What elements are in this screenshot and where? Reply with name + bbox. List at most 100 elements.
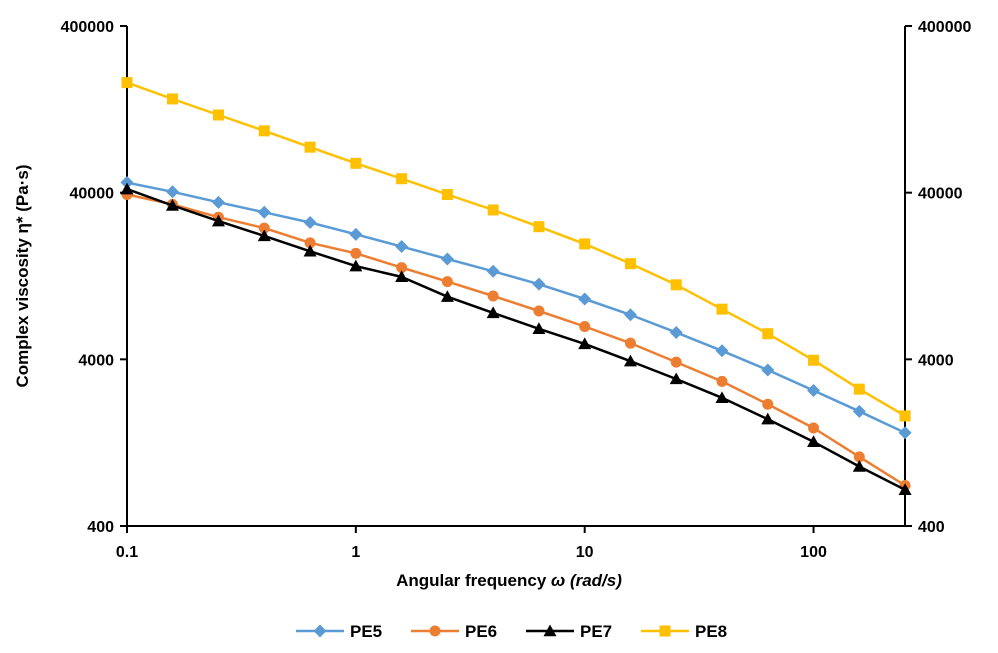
series-line-pe8 bbox=[126, 81, 906, 417]
data-point-triangle bbox=[623, 354, 637, 367]
data-point-circle bbox=[762, 398, 774, 410]
data-point-triangle bbox=[807, 435, 821, 448]
series-line-pe5 bbox=[126, 181, 906, 434]
series-pe6 bbox=[121, 188, 911, 491]
data-point-circle bbox=[304, 237, 316, 249]
y-tick-label-right: 4000 bbox=[918, 352, 954, 369]
data-point-square bbox=[808, 354, 820, 366]
data-point-square bbox=[121, 77, 133, 89]
data-point-diamond bbox=[313, 624, 327, 638]
data-point-square bbox=[533, 221, 545, 233]
x-axis-title-text: Angular frequency bbox=[396, 571, 547, 590]
y-tick-label-right: 400000 bbox=[918, 19, 971, 36]
data-point-diamond bbox=[852, 404, 866, 418]
data-point-circle bbox=[258, 222, 270, 234]
y-tick-label-right: 40000 bbox=[918, 186, 963, 203]
data-point-triangle bbox=[211, 214, 225, 227]
data-point-circle bbox=[853, 451, 865, 463]
y-tick-label-left: 400000 bbox=[61, 19, 114, 36]
data-point-diamond bbox=[395, 240, 409, 254]
data-point-square bbox=[659, 625, 671, 637]
y-tick-label-left: 4000 bbox=[78, 352, 114, 369]
data-point-square bbox=[166, 93, 178, 105]
x-axis-title: Angular frequency ω (rad/s) bbox=[396, 571, 622, 590]
data-point-square bbox=[350, 157, 362, 169]
data-point-triangle bbox=[715, 391, 729, 404]
data-point-triangle bbox=[578, 337, 592, 350]
data-point-circle bbox=[429, 625, 441, 637]
data-point-diamond bbox=[486, 264, 500, 278]
data-point-circle bbox=[716, 375, 728, 387]
labels-layer: Complex viscosity η* (Pa·s) Angular freq… bbox=[13, 165, 622, 590]
data-point-diamond bbox=[898, 426, 912, 440]
axes-layer: 400 400 4000 4000 40000 40000 400000 400000 0.1 1… bbox=[61, 19, 972, 561]
series-line-pe7 bbox=[126, 187, 906, 491]
data-point-circle bbox=[808, 422, 820, 434]
legend-item-pe6: PE6 bbox=[411, 622, 497, 641]
data-point-square bbox=[212, 109, 224, 121]
data-point-circle bbox=[624, 337, 636, 349]
series-line-pe6 bbox=[126, 193, 906, 487]
data-point-square bbox=[670, 279, 682, 291]
data-point-triangle bbox=[165, 199, 179, 211]
data-point-circle bbox=[350, 247, 362, 259]
series-pe5 bbox=[120, 176, 912, 440]
data-point-square bbox=[762, 328, 774, 340]
data-point-diamond bbox=[715, 344, 729, 358]
data-point-circle bbox=[670, 356, 682, 368]
data-point-diamond bbox=[120, 176, 134, 190]
data-point-triangle bbox=[898, 483, 912, 495]
x-tick-label: 10 bbox=[576, 544, 594, 561]
data-point-circle bbox=[487, 290, 499, 302]
data-point-diamond bbox=[623, 308, 637, 322]
data-point-triangle bbox=[486, 306, 500, 319]
data-point-triangle bbox=[257, 229, 271, 242]
data-point-circle bbox=[396, 262, 408, 274]
data-point-square bbox=[624, 258, 636, 270]
data-point-diamond bbox=[257, 205, 271, 219]
data-point-diamond bbox=[532, 277, 546, 291]
x-axis-title-unit: (rad/s) bbox=[570, 571, 622, 590]
series-layer bbox=[120, 77, 912, 495]
x-tick-label: 100 bbox=[800, 544, 827, 561]
data-point-square bbox=[487, 204, 499, 216]
data-point-square bbox=[258, 125, 270, 137]
data-point-square bbox=[853, 383, 865, 395]
data-point-triangle bbox=[543, 624, 557, 637]
data-point-diamond bbox=[669, 325, 683, 339]
legend-label: PE8 bbox=[695, 622, 727, 641]
data-point-diamond bbox=[440, 252, 454, 266]
data-point-triangle bbox=[440, 290, 454, 302]
x-axis-title-symbol: ω bbox=[551, 571, 565, 590]
data-point-triangle bbox=[852, 460, 866, 472]
data-point-triangle bbox=[303, 244, 317, 257]
data-point-diamond bbox=[761, 363, 775, 377]
legend-item-pe7: PE7 bbox=[526, 622, 612, 641]
data-point-diamond bbox=[578, 292, 592, 306]
y-axis-title: Complex viscosity η* (Pa·s) bbox=[13, 165, 32, 388]
series-pe8 bbox=[121, 77, 911, 422]
series-pe7 bbox=[120, 182, 912, 495]
y-tick-label-left: 400 bbox=[87, 519, 114, 536]
data-point-circle bbox=[441, 276, 453, 288]
data-point-square bbox=[441, 188, 453, 200]
data-point-square bbox=[304, 141, 316, 153]
x-tick-label: 1 bbox=[351, 544, 360, 561]
data-point-diamond bbox=[807, 384, 821, 398]
legend-item-pe8: PE8 bbox=[641, 622, 727, 641]
data-point-circle bbox=[533, 305, 545, 317]
data-point-triangle bbox=[532, 322, 546, 334]
data-point-diamond bbox=[349, 227, 363, 241]
data-point-triangle bbox=[349, 259, 363, 272]
data-point-square bbox=[396, 173, 408, 185]
data-point-triangle bbox=[761, 412, 775, 425]
data-point-triangle bbox=[395, 270, 409, 283]
data-point-square bbox=[579, 238, 591, 250]
data-point-diamond bbox=[303, 215, 317, 229]
legend-item-pe5: PE5 bbox=[296, 622, 382, 641]
data-point-diamond bbox=[211, 195, 225, 209]
legend-label: PE5 bbox=[350, 622, 382, 641]
data-point-square bbox=[716, 303, 728, 315]
